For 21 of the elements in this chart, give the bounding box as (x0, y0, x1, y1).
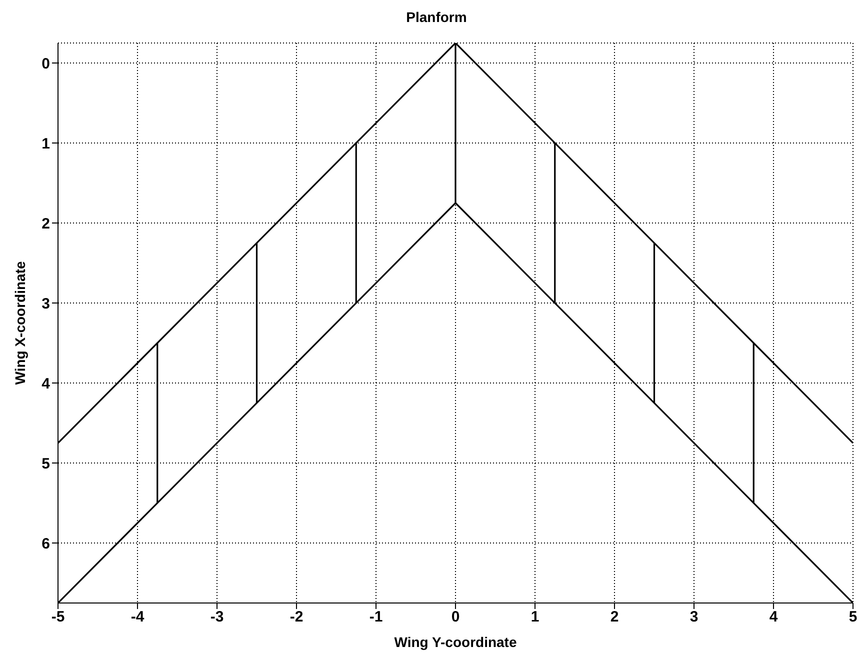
x-tick-label: -5 (51, 608, 65, 626)
y-tick-label: 3 (42, 295, 50, 312)
chart-title: Planform (405, 8, 468, 26)
x-tick-label: -4 (130, 608, 145, 626)
y-tick-label: 0 (42, 55, 50, 72)
x-tick-label: 5 (848, 608, 858, 626)
x-tick-label: -2 (290, 608, 304, 626)
y-axis-title: Wing X-coordinate (12, 261, 28, 385)
x-tick-label: -3 (210, 608, 224, 626)
x-tick-label: 0 (451, 608, 460, 626)
x-tick-label: 2 (610, 608, 619, 626)
y-tick-label: 1 (42, 135, 50, 152)
x-tick-label: 1 (530, 608, 540, 626)
y-tick-label: 4 (42, 375, 51, 392)
x-tick-label: 4 (769, 608, 778, 626)
x-tick-label: -1 (369, 608, 383, 626)
y-tick-label: 2 (42, 215, 50, 232)
y-tick-label: 6 (42, 535, 50, 552)
x-axis-title: Wing Y-coordinate (394, 634, 517, 650)
y-tick-label: 5 (42, 455, 50, 472)
x-tick-label: 3 (690, 608, 698, 626)
